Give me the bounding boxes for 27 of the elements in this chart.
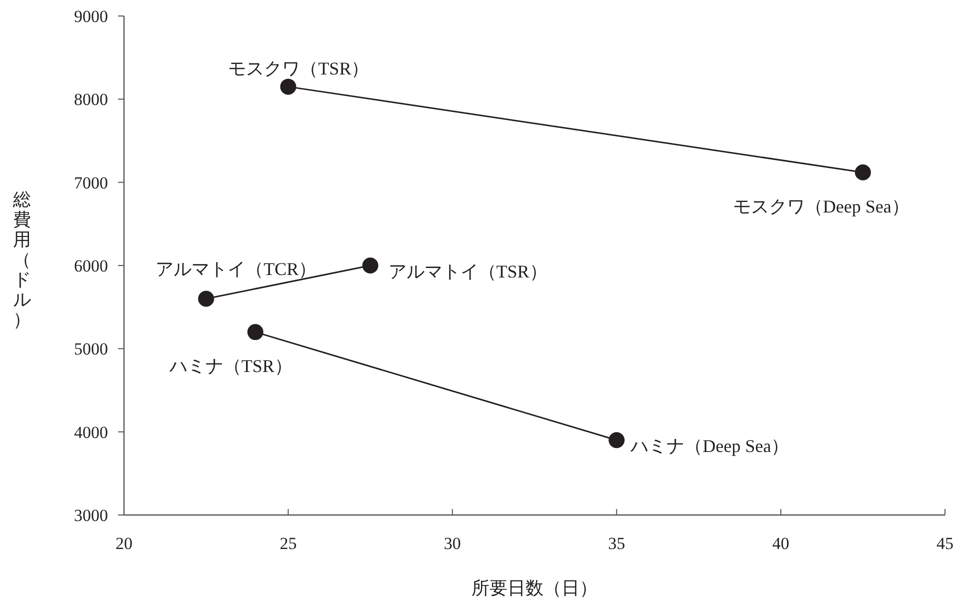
y-axis-title: 総費用（ドル） (12, 190, 31, 330)
point (198, 290, 214, 307)
x-tick-label: 25 (280, 534, 297, 553)
x-tick-label: 40 (772, 534, 790, 553)
annotation: モスクワ（TSR） (228, 58, 370, 79)
annotation: ハミナ（TSR） (168, 356, 292, 376)
y-tick-label: 3000 (74, 506, 108, 525)
annotation: アルマトイ（TSR） (388, 262, 548, 282)
x-axis-title: 所要日数（日） (472, 578, 598, 598)
y-tick-label: 7000 (74, 173, 108, 192)
annotation: アルマトイ（TCR） (156, 258, 317, 279)
annotation: ハミナ（Deep Sea） (630, 436, 790, 456)
x-tick-label: 35 (608, 534, 626, 553)
point (854, 164, 871, 180)
y-tick-label: 8000 (74, 90, 108, 110)
y-tick-label: 5000 (74, 340, 108, 359)
y-tick-label: 6000 (74, 256, 108, 276)
point (247, 324, 264, 340)
point (280, 78, 296, 95)
point (608, 432, 625, 448)
point (362, 258, 378, 274)
x-tick-label: 45 (936, 534, 954, 553)
y-tick-label: 4000 (74, 422, 108, 442)
x-tick-label: 20 (116, 534, 132, 553)
x-tick-label: 30 (444, 534, 461, 553)
y-tick-label: 9000 (74, 7, 108, 26)
annotation: モスクワ（Deep Sea） (732, 196, 910, 216)
